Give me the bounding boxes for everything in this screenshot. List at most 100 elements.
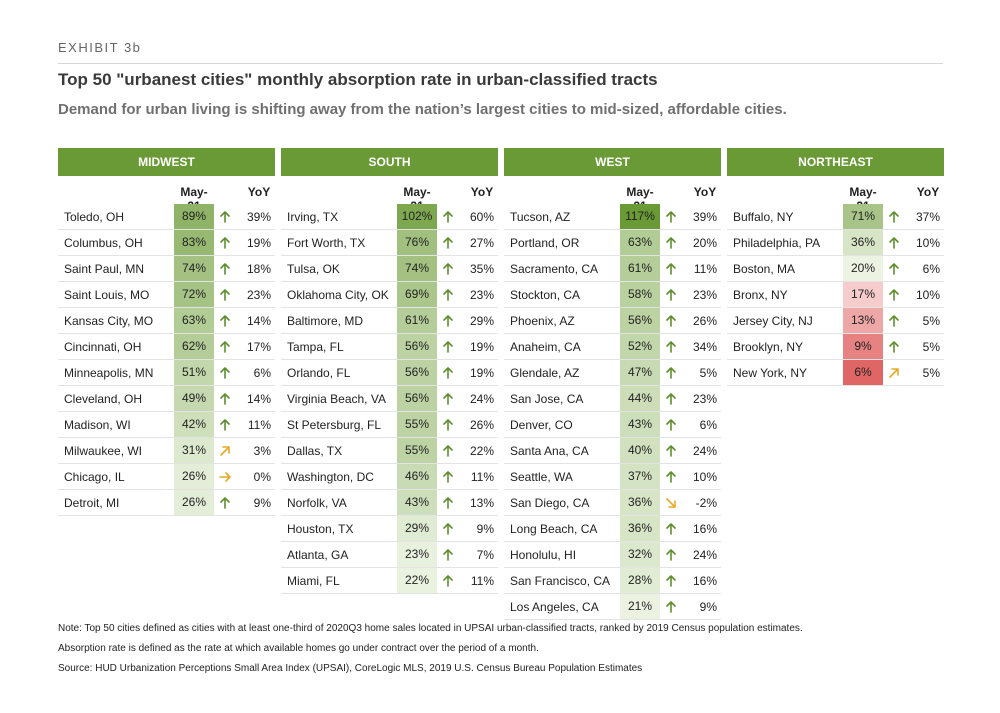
arrow-up-icon	[664, 262, 678, 276]
yoy-change: 9%	[476, 522, 494, 536]
city-name: Los Angeles, CA	[510, 600, 599, 614]
chart-title: Top 50 "urbanest cities" monthly absorpt…	[58, 70, 658, 89]
source-line: Source: HUD Urbanization Perceptions Sma…	[58, 663, 643, 674]
table-row: Santa Ana, CA 40% 24%	[504, 438, 721, 464]
absorption-rate-cell: 56%	[397, 360, 437, 385]
arrow-down-right-icon	[664, 496, 678, 510]
yoy-change: 5%	[922, 314, 940, 328]
arrow-up-icon	[664, 288, 678, 302]
region-rows: Tucson, AZ 117% 39% Portland, OR 63% 20% Sacra…	[504, 204, 721, 620]
yoy-change: 26%	[469, 418, 494, 432]
absorption-rate-cell: 26%	[174, 464, 214, 489]
absorption-rate-cell: 47%	[620, 360, 660, 385]
city-name: Fort Worth, TX	[287, 236, 366, 250]
table-row: Madison, WI 42% 11%	[58, 412, 275, 438]
table-row: Virginia Beach, VA 56% 24%	[281, 386, 498, 412]
table-row: Saint Louis, MO 72% 23%	[58, 282, 275, 308]
city-name: Philadelphia, PA	[733, 236, 821, 250]
table-row: Long Beach, CA 36% 16%	[504, 516, 721, 542]
city-name: Washington, DC	[287, 470, 374, 484]
city-name: Glendale, AZ	[510, 366, 580, 380]
table-row: Boston, MA 20% 6%	[727, 256, 944, 282]
yoy-change: 10%	[692, 470, 717, 484]
yoy-change: 19%	[469, 366, 494, 380]
table-row: Seattle, WA 37% 10%	[504, 464, 721, 490]
city-name: Denver, CO	[510, 418, 573, 432]
table-row: Toledo, OH 89% 39%	[58, 204, 275, 230]
region-rows: Irving, TX 102% 60% Fort Worth, TX 76% 27% Tul…	[281, 204, 498, 594]
city-name: San Jose, CA	[510, 392, 584, 406]
yoy-change: 24%	[692, 444, 717, 458]
city-name: Cleveland, OH	[64, 392, 143, 406]
table-row: Los Angeles, CA 21% 9%	[504, 594, 721, 620]
arrow-up-icon	[664, 210, 678, 224]
arrow-up-icon	[664, 366, 678, 380]
region-panel-west: WEST May-21 YoY Tucson, AZ 117% 39% Portlan…	[504, 148, 721, 620]
table-row: Miami, FL 22% 11%	[281, 568, 498, 594]
table-row: Tucson, AZ 117% 39%	[504, 204, 721, 230]
city-name: Madison, WI	[64, 418, 131, 432]
table-row: St Petersburg, FL 55% 26%	[281, 412, 498, 438]
yoy-change: 5%	[922, 340, 940, 354]
yoy-change: 19%	[246, 236, 271, 250]
arrow-up-icon	[441, 470, 455, 484]
yoy-change: 6%	[253, 366, 271, 380]
region-panel-northeast: NORTHEAST May-21 YoY Buffalo, NY 71% 37% Ph…	[727, 148, 944, 386]
city-name: Orlando, FL	[287, 366, 351, 380]
arrow-up-icon	[441, 236, 455, 250]
absorption-rate-cell: 28%	[620, 568, 660, 593]
absorption-rate-cell: 20%	[843, 256, 883, 281]
city-name: Tampa, FL	[287, 340, 344, 354]
arrow-up-icon	[441, 392, 455, 406]
region-header: SOUTH	[281, 148, 498, 176]
yoy-change: 3%	[253, 444, 271, 458]
yoy-change: 10%	[915, 236, 940, 250]
city-name: Toledo, OH	[64, 210, 125, 224]
chart-subtitle: Demand for urban living is shifting away…	[58, 101, 787, 118]
yoy-change: 39%	[692, 210, 717, 224]
table-row: Tulsa, OK 74% 35%	[281, 256, 498, 282]
arrow-up-icon	[441, 340, 455, 354]
arrow-up-icon	[441, 366, 455, 380]
city-name: Boston, MA	[733, 262, 796, 276]
yoy-change: 22%	[469, 444, 494, 458]
absorption-rate-cell: 26%	[174, 490, 214, 515]
city-name: San Diego, CA	[510, 496, 590, 510]
absorption-rate-cell: 61%	[397, 308, 437, 333]
city-name: Saint Paul, MN	[64, 262, 145, 276]
absorption-rate-cell: 22%	[397, 568, 437, 593]
table-row: Saint Paul, MN 74% 18%	[58, 256, 275, 282]
arrow-up-icon	[441, 288, 455, 302]
table-row: Chicago, IL 26% 0%	[58, 464, 275, 490]
arrow-up-icon	[218, 418, 232, 432]
arrow-up-icon	[218, 236, 232, 250]
arrow-up-icon	[441, 418, 455, 432]
table-row: Norfolk, VA 43% 13%	[281, 490, 498, 516]
table-row: Milwaukee, WI 31% 3%	[58, 438, 275, 464]
absorption-rate-cell: 46%	[397, 464, 437, 489]
table-row: Philadelphia, PA 36% 10%	[727, 230, 944, 256]
absorption-rate-cell: 36%	[843, 230, 883, 255]
absorption-rate-cell: 74%	[174, 256, 214, 281]
yoy-change: 11%	[247, 418, 271, 432]
city-name: Phoenix, AZ	[510, 314, 575, 328]
city-name: Brooklyn, NY	[733, 340, 804, 354]
absorption-rate-cell: 43%	[397, 490, 437, 515]
table-row: Cleveland, OH 49% 14%	[58, 386, 275, 412]
city-name: San Francisco, CA	[510, 574, 611, 588]
arrow-up-icon	[218, 288, 232, 302]
yoy-change: 11%	[693, 262, 717, 276]
city-name: Sacramento, CA	[510, 262, 599, 276]
table-row: Minneapolis, MN 51% 6%	[58, 360, 275, 386]
yoy-change: 23%	[692, 392, 717, 406]
table-row: San Francisco, CA 28% 16%	[504, 568, 721, 594]
absorption-rate-cell: 63%	[174, 308, 214, 333]
yoy-change: 16%	[692, 522, 717, 536]
absorption-rate-cell: 61%	[620, 256, 660, 281]
table-row: Fort Worth, TX 76% 27%	[281, 230, 498, 256]
arrow-up-icon	[218, 366, 232, 380]
city-name: Baltimore, MD	[287, 314, 364, 328]
footnotes: Note: Top 50 cities defined as cities wi…	[58, 619, 803, 679]
city-name: Norfolk, VA	[287, 496, 347, 510]
yoy-change: 0%	[253, 470, 271, 484]
